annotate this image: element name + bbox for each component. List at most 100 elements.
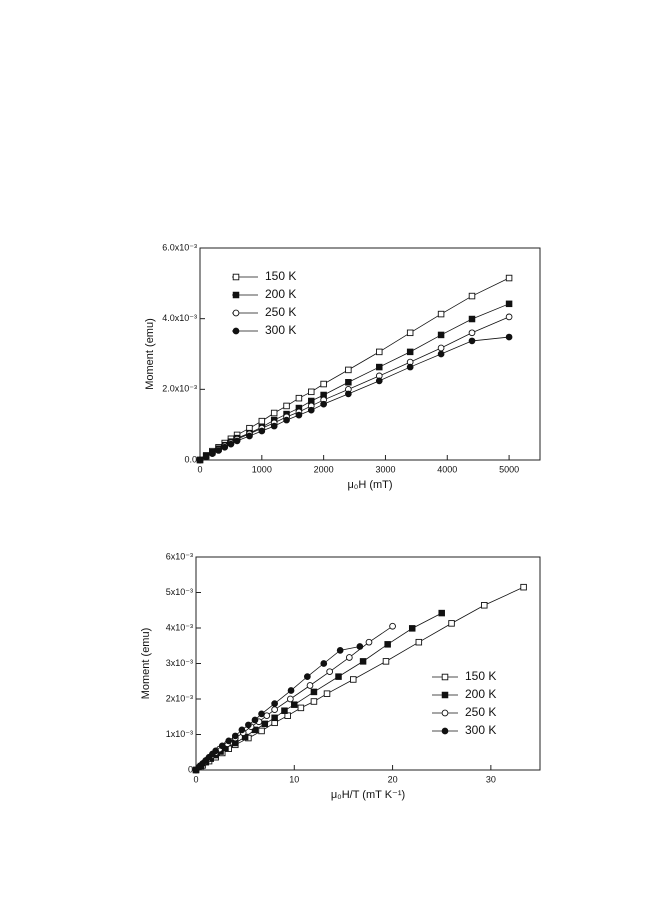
data-point bbox=[196, 456, 204, 464]
data-point bbox=[258, 427, 266, 435]
data-point bbox=[520, 583, 527, 591]
data-point bbox=[359, 658, 367, 665]
legend-marker bbox=[441, 727, 449, 735]
legend-label: 250 K bbox=[465, 705, 496, 719]
data-point bbox=[251, 726, 259, 734]
data-point bbox=[438, 609, 445, 617]
data-point bbox=[408, 625, 416, 632]
x-tick-label: 5000 bbox=[499, 464, 519, 474]
data-point bbox=[415, 638, 423, 646]
x-tick-label: 3000 bbox=[375, 464, 395, 474]
data-point bbox=[345, 379, 352, 386]
legend-marker bbox=[441, 673, 449, 681]
data-point bbox=[258, 710, 265, 718]
data-point bbox=[218, 742, 226, 750]
x-tick-label: 0 bbox=[197, 464, 202, 474]
data-point bbox=[437, 344, 445, 352]
legend-label: 200 K bbox=[265, 287, 296, 301]
data-point bbox=[283, 402, 290, 410]
data-point bbox=[437, 310, 445, 318]
series-line bbox=[199, 336, 510, 461]
data-point bbox=[261, 720, 269, 728]
data-point bbox=[283, 416, 290, 424]
data-point bbox=[505, 333, 513, 341]
data-point bbox=[221, 443, 229, 451]
legend-marker bbox=[232, 273, 240, 281]
legend-marker bbox=[232, 309, 240, 317]
data-point bbox=[350, 676, 357, 683]
data-point bbox=[251, 716, 259, 724]
data-point bbox=[297, 704, 305, 712]
data-point bbox=[326, 668, 334, 676]
plot-frame bbox=[199, 247, 541, 461]
data-point bbox=[308, 388, 315, 396]
legend-label: 300 K bbox=[465, 723, 496, 737]
data-point bbox=[406, 363, 414, 371]
data-point bbox=[376, 363, 383, 371]
data-point bbox=[291, 701, 298, 708]
data-point bbox=[306, 682, 314, 689]
data-point bbox=[481, 602, 488, 609]
data-point bbox=[295, 411, 303, 419]
data-point bbox=[320, 400, 327, 408]
data-point bbox=[270, 409, 278, 417]
data-point bbox=[320, 660, 328, 667]
data-point bbox=[310, 688, 318, 696]
data-point bbox=[287, 687, 295, 694]
data-point bbox=[310, 698, 318, 705]
data-point bbox=[505, 274, 513, 282]
legend-label: 150 K bbox=[465, 669, 496, 683]
legend-marker bbox=[232, 327, 240, 335]
data-point bbox=[258, 727, 265, 735]
data-point bbox=[345, 654, 353, 661]
data-point bbox=[468, 329, 476, 337]
data-point bbox=[270, 422, 278, 430]
data-point bbox=[271, 706, 278, 714]
legend-marker bbox=[441, 709, 449, 717]
data-point bbox=[468, 292, 476, 300]
y-tick-label: 0 bbox=[188, 764, 193, 774]
data-point bbox=[336, 647, 344, 654]
data-point bbox=[245, 721, 252, 729]
data-point bbox=[231, 732, 239, 740]
data-point bbox=[505, 300, 513, 308]
data-point bbox=[209, 450, 216, 457]
legend-marker bbox=[232, 291, 240, 299]
data-point bbox=[345, 366, 352, 374]
data-point bbox=[202, 453, 210, 461]
data-point bbox=[271, 714, 278, 722]
y-tick-label: 3x10⁻³ bbox=[166, 658, 193, 668]
legend-label: 200 K bbox=[465, 687, 496, 701]
data-point bbox=[468, 337, 476, 345]
data-point bbox=[437, 350, 445, 358]
legend-marker bbox=[441, 691, 449, 699]
x-axis-label: μ₀H/T (mT K⁻¹) bbox=[331, 789, 405, 801]
y-tick-label: 0.0 bbox=[184, 454, 197, 464]
data-point bbox=[246, 432, 253, 440]
x-tick-label: 10 bbox=[289, 774, 299, 784]
data-point bbox=[258, 417, 266, 425]
data-point bbox=[389, 622, 396, 630]
data-point bbox=[335, 673, 342, 680]
y-axis-label: Moment (emu) bbox=[144, 318, 156, 390]
data-point bbox=[505, 313, 513, 321]
y-tick-label: 5x10⁻³ bbox=[166, 587, 193, 597]
data-point bbox=[468, 315, 476, 323]
data-point bbox=[295, 394, 303, 402]
data-point bbox=[215, 447, 222, 454]
data-point bbox=[384, 641, 391, 648]
data-point bbox=[437, 331, 445, 339]
series-line bbox=[199, 316, 510, 461]
data-point bbox=[233, 437, 241, 445]
data-point bbox=[382, 658, 390, 665]
data-point bbox=[271, 700, 278, 707]
x-tick-label: 20 bbox=[388, 774, 398, 784]
data-point bbox=[345, 390, 352, 398]
y-tick-label: 2x10⁻³ bbox=[166, 693, 193, 703]
data-point bbox=[323, 690, 331, 697]
y-axis-label: Moment (emu) bbox=[140, 628, 152, 700]
x-tick-label: 4000 bbox=[437, 464, 457, 474]
data-point bbox=[307, 406, 315, 414]
x-tick-label: 0 bbox=[193, 774, 198, 784]
